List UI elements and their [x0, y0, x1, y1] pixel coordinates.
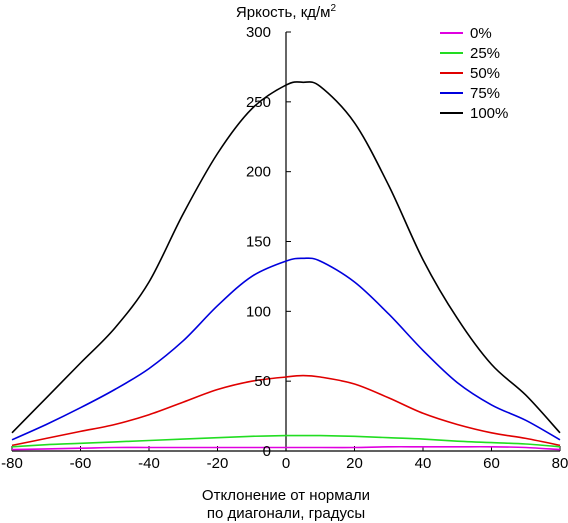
legend-label-50pct: 50%: [470, 65, 500, 82]
y-tick-label: 50: [254, 373, 271, 390]
legend-label-75pct: 75%: [470, 85, 500, 102]
y-axis-title: Яркость, кд/м2: [236, 3, 337, 21]
y-tick-label: 300: [246, 24, 271, 41]
legend-label-100pct: 100%: [470, 105, 508, 122]
y-tick-label: 150: [246, 234, 271, 251]
x-axis-title-line-1: Отклонение от нормали: [202, 487, 370, 504]
x-tick-label: 40: [415, 455, 432, 472]
x-tick-label: -80: [1, 455, 23, 472]
x-tick-label: -60: [70, 455, 92, 472]
y-tick-label: 250: [246, 94, 271, 111]
series-line-0pct: [11, 445, 561, 451]
series-line-100pct: [11, 81, 561, 434]
series-line-25pct: [11, 434, 561, 448]
x-tick-label: 0: [282, 455, 290, 472]
series-line-50pct: [11, 374, 561, 447]
x-tick-label: -20: [207, 455, 229, 472]
series-lines: [11, 81, 561, 451]
tick-labels: -80 -60 -40 -20 0 20 40 60 80 0 50 100 150 200 250 300: [1, 24, 568, 472]
x-tick-label: 20: [346, 455, 363, 472]
axes: [11, 31, 561, 452]
x-tick-label: 60: [483, 455, 500, 472]
x-tick-label: 80: [552, 455, 568, 472]
legend-label-25pct: 25%: [470, 45, 500, 62]
x-tick-label: -40: [138, 455, 160, 472]
y-tick-label: 100: [246, 303, 271, 320]
legend-label-0pct: 0%: [470, 25, 492, 42]
y-tick-label: 0: [263, 443, 271, 460]
y-tick-label: 200: [246, 164, 271, 181]
x-axis-title-line-2: по диагонали, градусы: [207, 505, 365, 522]
series-line-75pct: [11, 257, 561, 441]
legend: 0% 25% 50% 75% 100%: [440, 25, 508, 122]
